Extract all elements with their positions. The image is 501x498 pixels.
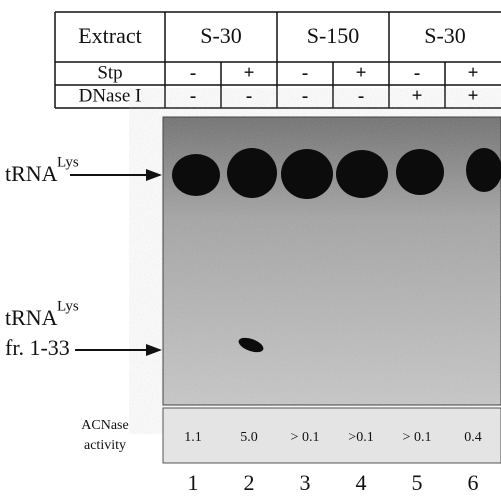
activity-value: > 0.1 (291, 430, 320, 445)
cell: + (412, 85, 423, 106)
cell: S-30 (424, 23, 466, 48)
activity-value: 0.4 (464, 430, 482, 445)
label: fr. 1-33 (5, 335, 70, 360)
cell: - (358, 85, 364, 106)
label: tRNA (5, 305, 58, 330)
row-label: Extract (78, 23, 142, 48)
cell: + (468, 62, 479, 83)
label-sup: Lys (57, 154, 79, 170)
cell: - (414, 62, 420, 83)
cell: + (468, 85, 479, 106)
lane-number: 6 (468, 470, 479, 495)
lane-number: 4 (356, 470, 367, 495)
cell: S-30 (200, 23, 242, 48)
label-sup: Lys (57, 298, 79, 314)
label: tRNA (5, 161, 58, 186)
activity-label: ACNase (81, 418, 128, 433)
cell: - (190, 62, 196, 83)
row-label: Stp (97, 62, 122, 83)
cell: - (302, 62, 308, 83)
table-frame (54, 11, 501, 109)
row-label: DNase I (79, 85, 142, 106)
activity-value: > 0.1 (403, 430, 432, 445)
cell: - (302, 85, 308, 106)
lane-number: 3 (300, 470, 311, 495)
cell: + (244, 62, 255, 83)
arrows (70, 169, 162, 356)
activity-label: activity (84, 438, 126, 453)
cell: - (246, 85, 252, 106)
activity-value: 5.0 (240, 430, 258, 445)
lane-number: 1 (188, 470, 199, 495)
activity-box (162, 407, 501, 464)
lane-number: 2 (244, 470, 255, 495)
cell: S-150 (307, 23, 360, 48)
cell: - (190, 85, 196, 106)
activity-value: 1.1 (184, 430, 202, 445)
gel (162, 116, 501, 406)
activity-value: >0.1 (348, 430, 373, 445)
cell: + (356, 62, 367, 83)
lane-number: 5 (412, 470, 423, 495)
